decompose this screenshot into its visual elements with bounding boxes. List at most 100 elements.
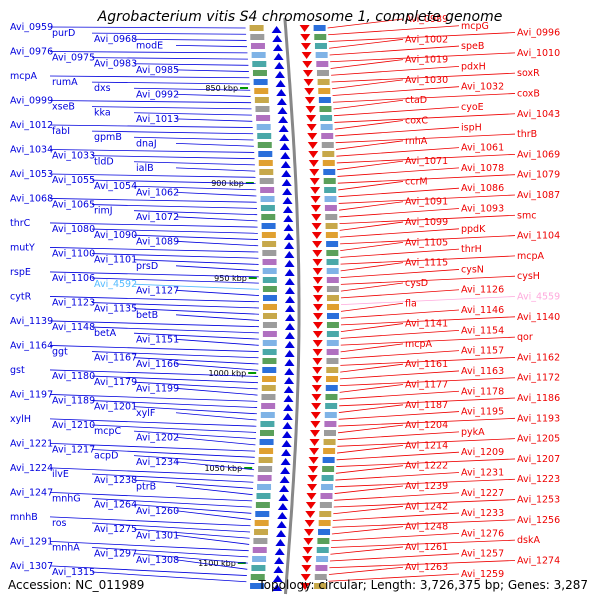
feature-track-block — [325, 214, 338, 220]
scale-tick-label: 1100 kbp — [198, 559, 236, 568]
plus-strand-gene — [272, 575, 283, 582]
minus-strand-gene — [312, 241, 323, 248]
feature-track-block — [261, 232, 276, 238]
gene-label-left: Avi_1100 — [52, 249, 95, 260]
gene-label-left: Avi_1013 — [136, 114, 179, 125]
gene-label-right: Avi_1177 — [405, 379, 448, 390]
minus-strand-gene — [312, 367, 323, 374]
gene-label-right: Avi_1187 — [405, 400, 448, 411]
gene-label-left: Avi_1053 — [10, 169, 53, 180]
minus-strand-gene — [307, 142, 318, 149]
gene-label-left: tldD — [94, 157, 114, 168]
feature-track-block — [262, 367, 277, 373]
gene-label-left: Avi_0959 — [10, 22, 53, 33]
gene-connector — [91, 253, 259, 259]
gene-connector — [340, 241, 404, 252]
plus-strand-gene — [282, 206, 293, 213]
feature-track-block — [257, 142, 272, 148]
feature-track-block — [250, 583, 265, 589]
gene-label-right: Avi_1242 — [405, 501, 448, 512]
minus-strand-gene — [312, 376, 323, 383]
feature-track-block — [262, 340, 277, 346]
gene-connector — [335, 126, 460, 137]
gene-connector — [340, 296, 516, 306]
feature-track-block — [318, 520, 331, 526]
plus-strand-gene — [284, 269, 295, 276]
minus-strand-gene — [301, 565, 312, 572]
plus-strand-gene — [284, 305, 295, 312]
feature-track-block — [326, 250, 339, 256]
gene-label-right: soxR — [517, 68, 540, 79]
plus-strand-gene — [284, 242, 295, 249]
gene-connector — [133, 504, 252, 514]
plus-strand-gene — [278, 494, 289, 501]
gene-label-right: Avi_1105 — [405, 237, 448, 248]
plus-strand-gene — [283, 395, 294, 402]
minus-strand-gene — [310, 412, 321, 419]
minus-strand-gene — [304, 88, 315, 95]
gene-label-right: Avi_1091 — [405, 197, 448, 208]
feature-track-block — [262, 259, 277, 265]
gene-connector — [334, 485, 404, 494]
feature-track-block — [322, 457, 335, 463]
plus-strand-gene — [284, 377, 295, 384]
minus-strand-gene — [311, 394, 322, 401]
gene-connector — [49, 271, 259, 278]
gene-label-right: Avi_1204 — [405, 420, 448, 431]
plus-strand-gene — [283, 386, 294, 393]
gene-connector — [340, 323, 404, 333]
gene-connector — [336, 445, 404, 454]
gene-connector — [339, 214, 516, 225]
gene-connector — [133, 234, 259, 240]
gene-connector — [175, 559, 248, 570]
gene-connector — [175, 314, 260, 321]
gene-connector — [340, 302, 404, 312]
feature-track-block — [320, 115, 333, 121]
gene-label-left: Avi_1315 — [52, 567, 95, 578]
minus-strand-gene — [312, 349, 323, 356]
gene-connector — [338, 187, 460, 198]
feature-track-block — [250, 574, 265, 580]
feature-track-block — [258, 466, 273, 472]
gene-label-right: fla — [405, 298, 417, 309]
gene-connector — [91, 449, 255, 458]
gene-connector — [328, 566, 404, 575]
plus-strand-gene — [283, 404, 294, 411]
gene-connector — [334, 120, 404, 130]
gene-label-left: mnhB — [10, 512, 38, 523]
gene-label-right: Avi_1086 — [461, 183, 504, 194]
minus-strand-gene — [304, 529, 315, 536]
plus-strand-gene — [274, 557, 285, 564]
feature-track-block — [260, 205, 275, 211]
plus-strand-gene — [284, 296, 295, 303]
gene-connector — [335, 478, 516, 488]
feature-track-block — [262, 331, 277, 337]
feature-track-block — [316, 70, 329, 76]
minus-strand-gene — [310, 205, 321, 212]
feature-track-block — [325, 232, 338, 238]
minus-strand-gene — [305, 511, 316, 518]
minus-strand-gene — [308, 160, 319, 167]
gene-connector — [336, 147, 460, 157]
plus-strand-gene — [277, 512, 288, 519]
gene-label-left: dxs — [94, 83, 111, 94]
gene-connector — [91, 277, 259, 284]
scale-tick-label: 1050 kbp — [204, 464, 242, 473]
minus-strand-gene — [311, 214, 322, 221]
gene-label-left: Avi_1166 — [136, 359, 179, 370]
gene-label-left: xseB — [52, 102, 75, 113]
gene-label-left: acpD — [94, 451, 118, 462]
gene-connector — [133, 210, 258, 216]
gene-connector — [175, 216, 258, 222]
gene-connector — [133, 455, 255, 464]
gene-connector — [49, 345, 259, 352]
gene-connector — [49, 540, 249, 552]
feature-track-block — [250, 43, 265, 49]
gene-label-right: Avi_1257 — [461, 549, 504, 560]
plus-strand-gene — [281, 170, 292, 177]
gene-connector — [175, 485, 253, 496]
feature-track-block — [323, 439, 336, 445]
feature-track-block — [255, 502, 270, 508]
gene-connector — [175, 265, 259, 272]
